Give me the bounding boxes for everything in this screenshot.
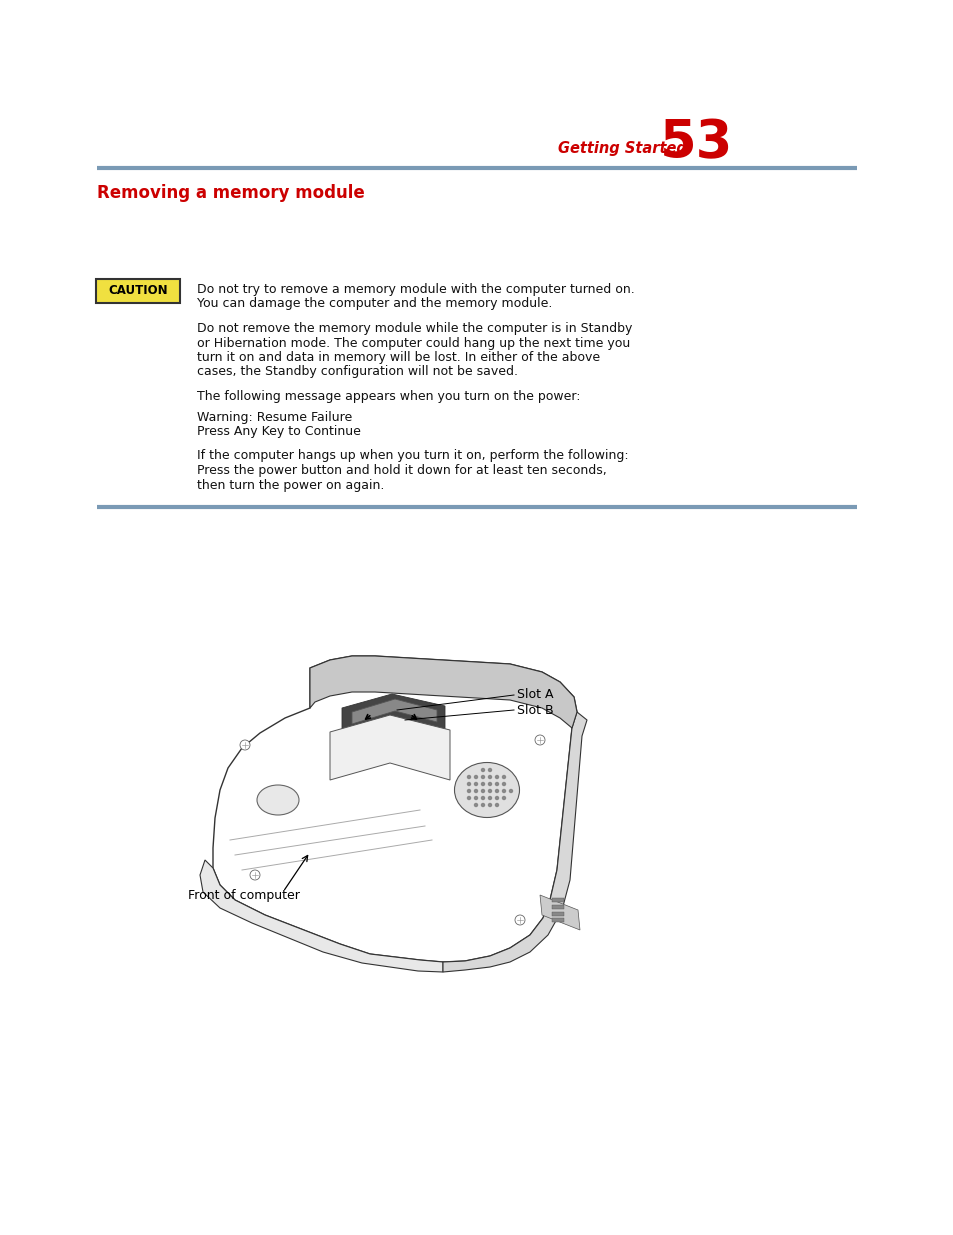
Circle shape — [474, 789, 477, 793]
Circle shape — [515, 915, 524, 925]
Text: The following message appears when you turn on the power:: The following message appears when you t… — [196, 390, 579, 403]
Circle shape — [240, 740, 250, 750]
Bar — [552, 918, 563, 923]
Circle shape — [495, 804, 498, 806]
Circle shape — [488, 789, 491, 793]
Circle shape — [495, 783, 498, 785]
Text: cases, the Standby configuration will not be saved.: cases, the Standby configuration will no… — [196, 366, 517, 378]
Polygon shape — [213, 656, 577, 962]
Circle shape — [250, 869, 260, 881]
Bar — [552, 905, 563, 909]
Circle shape — [488, 776, 491, 778]
Circle shape — [467, 783, 470, 785]
Circle shape — [488, 804, 491, 806]
Bar — [552, 898, 563, 902]
Circle shape — [481, 797, 484, 799]
Text: If the computer hangs up when you turn it on, perform the following:: If the computer hangs up when you turn i… — [196, 450, 628, 462]
Circle shape — [488, 768, 491, 772]
Bar — [552, 911, 563, 916]
Circle shape — [467, 776, 470, 778]
Circle shape — [502, 797, 505, 799]
Polygon shape — [352, 699, 436, 724]
Circle shape — [481, 789, 484, 793]
Circle shape — [481, 804, 484, 806]
Ellipse shape — [256, 785, 298, 815]
Circle shape — [495, 776, 498, 778]
Text: You can damage the computer and the memory module.: You can damage the computer and the memo… — [196, 298, 552, 310]
FancyBboxPatch shape — [96, 279, 180, 303]
Circle shape — [502, 783, 505, 785]
Text: turn it on and data in memory will be lost. In either of the above: turn it on and data in memory will be lo… — [196, 351, 599, 364]
Circle shape — [474, 783, 477, 785]
Polygon shape — [539, 895, 579, 930]
Circle shape — [474, 797, 477, 799]
Circle shape — [502, 789, 505, 793]
Text: Removing a memory module: Removing a memory module — [97, 184, 364, 203]
Circle shape — [535, 735, 544, 745]
Polygon shape — [442, 713, 586, 972]
Text: Slot A: Slot A — [517, 688, 553, 701]
Circle shape — [495, 797, 498, 799]
Text: 53: 53 — [659, 117, 733, 169]
Text: Press the power button and hold it down for at least ten seconds,: Press the power button and hold it down … — [196, 464, 606, 477]
Text: Do not remove the memory module while the computer is in Standby: Do not remove the memory module while th… — [196, 322, 632, 335]
Ellipse shape — [454, 762, 519, 818]
Circle shape — [474, 804, 477, 806]
Polygon shape — [341, 694, 444, 732]
Text: CAUTION: CAUTION — [108, 284, 168, 298]
Text: Slot B: Slot B — [517, 704, 553, 716]
Text: then turn the power on again.: then turn the power on again. — [196, 478, 384, 492]
Text: or Hibernation mode. The computer could hang up the next time you: or Hibernation mode. The computer could … — [196, 336, 630, 350]
Circle shape — [495, 789, 498, 793]
Circle shape — [488, 797, 491, 799]
Circle shape — [467, 789, 470, 793]
Text: Front of computer: Front of computer — [188, 888, 299, 902]
Circle shape — [488, 783, 491, 785]
Text: Press Any Key to Continue: Press Any Key to Continue — [196, 425, 360, 438]
Circle shape — [467, 797, 470, 799]
Polygon shape — [310, 656, 577, 727]
Text: Getting Started: Getting Started — [558, 141, 686, 156]
Polygon shape — [200, 860, 442, 972]
Circle shape — [509, 789, 512, 793]
Circle shape — [481, 776, 484, 778]
Polygon shape — [330, 715, 450, 781]
Circle shape — [481, 768, 484, 772]
Circle shape — [502, 776, 505, 778]
Circle shape — [474, 776, 477, 778]
Text: Do not try to remove a memory module with the computer turned on.: Do not try to remove a memory module wit… — [196, 283, 634, 296]
Text: Warning: Resume Failure: Warning: Resume Failure — [196, 410, 352, 424]
Circle shape — [481, 783, 484, 785]
